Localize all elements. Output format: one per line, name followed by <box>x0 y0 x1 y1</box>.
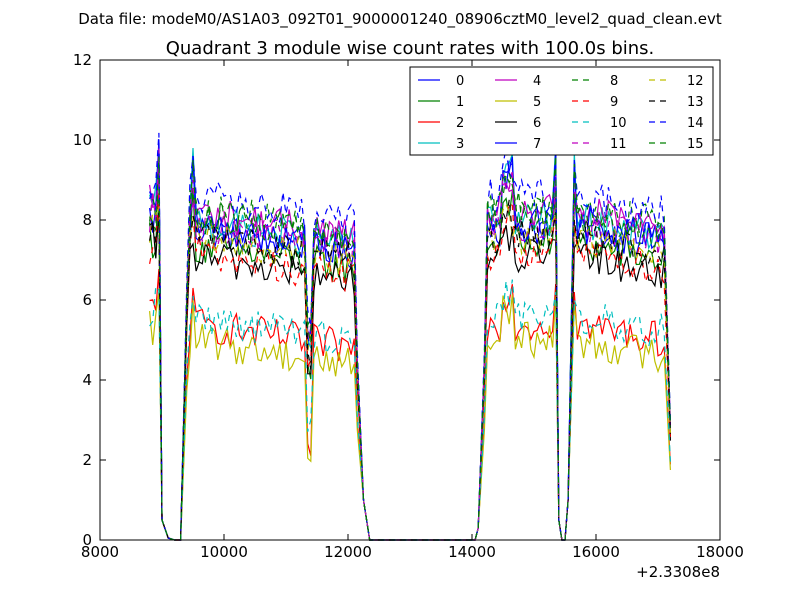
legend-label: 6 <box>533 116 541 131</box>
legend-label: 14 <box>687 116 704 131</box>
series-line-0 <box>149 145 671 541</box>
y-tick-label: 0 <box>82 531 92 549</box>
series-line-7 <box>149 139 671 541</box>
legend-label: 7 <box>533 137 541 152</box>
chart-title: Quadrant 3 module wise count rates with … <box>166 38 655 59</box>
y-tick-label: 10 <box>73 131 92 149</box>
x-tick-label: 8000 <box>81 543 119 561</box>
legend-box <box>409 66 714 156</box>
y-tick-label: 2 <box>82 451 92 469</box>
legend-label: 4 <box>533 74 541 89</box>
legend-label: 5 <box>533 95 541 110</box>
y-tick-label: 4 <box>82 371 92 389</box>
y-tick-label: 8 <box>82 211 92 229</box>
y-tick-label: 12 <box>73 51 92 69</box>
series-line-10 <box>149 279 671 541</box>
legend-label: 1 <box>456 95 464 110</box>
series-line-8 <box>149 172 671 541</box>
x-tick-label: 10000 <box>200 543 248 561</box>
series-line-3 <box>149 143 671 541</box>
series-line-11 <box>149 145 671 541</box>
legend-label: 8 <box>610 74 618 89</box>
x-offset-label: +2.3308e8 <box>636 563 720 581</box>
x-tick-label: 12000 <box>324 543 372 561</box>
legend-label: 10 <box>610 116 627 131</box>
series-line-2 <box>149 269 671 541</box>
y-tick-label: 6 <box>82 291 92 309</box>
x-tick-label: 18000 <box>696 543 744 561</box>
series-line-15 <box>149 155 671 541</box>
legend-label: 0 <box>456 74 464 89</box>
legend-label: 15 <box>687 137 704 152</box>
series-line-9 <box>149 190 671 541</box>
x-tick-label: 14000 <box>448 543 496 561</box>
suptitle: Data file: modeM0/AS1A03_092T01_90000012… <box>78 10 722 29</box>
legend-label: 13 <box>687 95 704 110</box>
legend-label: 9 <box>610 95 618 110</box>
series-line-13 <box>149 199 671 541</box>
plot-area <box>149 132 671 541</box>
legend-label: 2 <box>456 116 464 131</box>
series-line-14 <box>149 132 671 541</box>
x-tick-label: 16000 <box>572 543 620 561</box>
legend-label: 11 <box>610 137 627 152</box>
legend-label: 12 <box>687 74 704 89</box>
legend-label: 3 <box>456 137 464 152</box>
series-line-12 <box>149 203 671 541</box>
